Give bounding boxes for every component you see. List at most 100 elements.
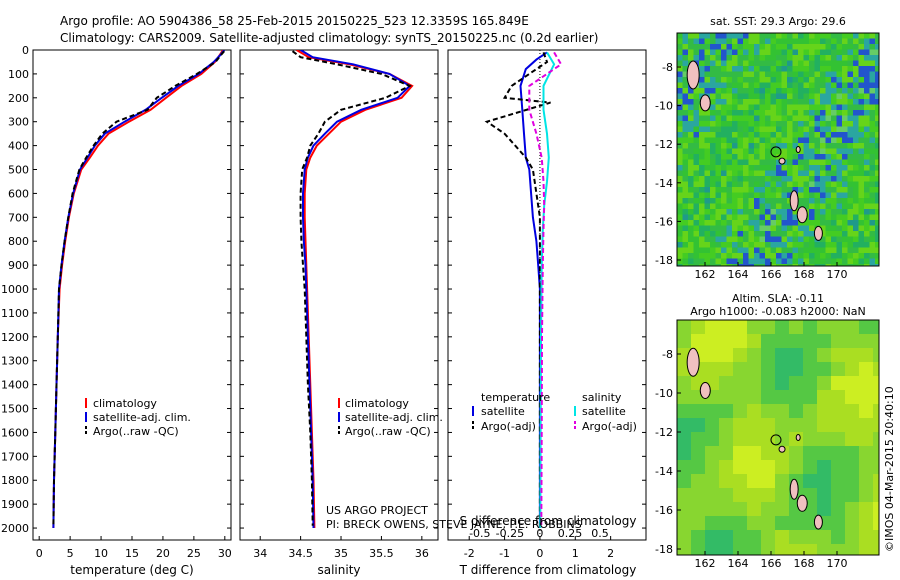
map-cell [789,516,804,531]
map-cell [743,104,749,111]
map-cell [781,231,788,237]
map-cell [770,49,777,56]
map-cell [688,176,694,182]
map-cell [842,60,848,67]
map-cell [699,55,705,61]
map-cell [693,176,700,182]
map-cell [765,159,771,166]
map-cell [688,121,694,127]
map-cell [814,192,821,199]
map-cell [875,121,879,127]
map-cell [748,33,755,39]
map-cell [803,192,810,199]
map-cell [776,49,782,56]
profile-location-marker [770,434,782,446]
map-cell [842,170,848,177]
map-cell [842,104,848,111]
map-cell [754,231,760,237]
map-cell [691,530,706,545]
map-cell [754,93,760,100]
map-cell [847,258,854,265]
map-cell [869,104,876,111]
map-cell [715,247,722,254]
map-cell [737,154,744,160]
salinity-legend: climatology satellite-adj. clim. Argo(..… [338,397,443,438]
map-cell [726,88,733,94]
map-cell [781,214,788,221]
map-cell [853,176,859,182]
depth-tick-label: 800 [8,235,29,248]
map-cell [682,132,689,138]
map-cell [869,110,876,116]
map-cell [721,49,727,56]
map-cell [831,214,837,221]
map-cell [759,49,766,56]
map-cell [853,132,859,138]
map-cell [748,159,755,166]
map-cell [770,187,777,193]
map-cell [798,137,804,144]
map-cell [873,404,879,419]
map-cell [853,49,859,56]
map-cell [859,460,874,475]
map-cell [726,165,733,171]
map-cell [737,258,744,265]
map-cell [715,143,722,149]
map-cell [691,334,706,349]
map-cell [715,264,722,266]
map-cell [792,176,799,182]
map-cell [820,253,826,259]
map-cell [748,225,755,232]
map-cell [798,66,804,72]
map-cell [743,214,749,221]
map-cell [691,404,706,419]
map-cell [699,126,705,133]
map-cell [809,38,815,45]
map-cell [715,170,722,177]
map-cell [726,33,733,39]
difference-legend: temperature salinity satellite Argo(-adj… [472,391,637,433]
map-cell [842,132,848,138]
map-cell [732,126,738,133]
map-cell [847,225,854,232]
map-cell [719,348,734,363]
map-cell [842,220,848,226]
map-cell [869,231,876,237]
map-cell [803,231,810,237]
map-cell [748,181,755,188]
map-cell [733,334,748,349]
map-cell [809,258,815,265]
map-cell [693,44,700,50]
map-cell [836,49,843,56]
map-cell [754,148,760,155]
map-cell [765,187,771,193]
map-cell [754,71,760,78]
map-cell [715,82,722,89]
map-cell [836,104,843,111]
map-cell [864,159,870,166]
map-cell [693,253,700,259]
depth-tick-label: 200 [8,92,29,105]
map-cell [831,253,837,259]
map-cell [715,154,722,160]
map-cell [693,49,700,56]
series-line [291,50,413,526]
map-cell [765,143,771,149]
map-cell [743,247,749,254]
map-cell [747,348,762,363]
map-cell [781,60,788,67]
map-cell [721,214,727,221]
map-cell [754,176,760,182]
map-cell [809,110,815,116]
map-cell [726,49,733,56]
map-cell [789,376,804,391]
map-cell [787,93,793,100]
map-cell [682,203,689,210]
map-cell [682,192,689,199]
map-cell [869,159,876,166]
map-cell [770,110,777,116]
map-cell [682,44,689,50]
map-cell [831,334,846,349]
map-cell [847,165,854,171]
map-cell [836,214,843,221]
